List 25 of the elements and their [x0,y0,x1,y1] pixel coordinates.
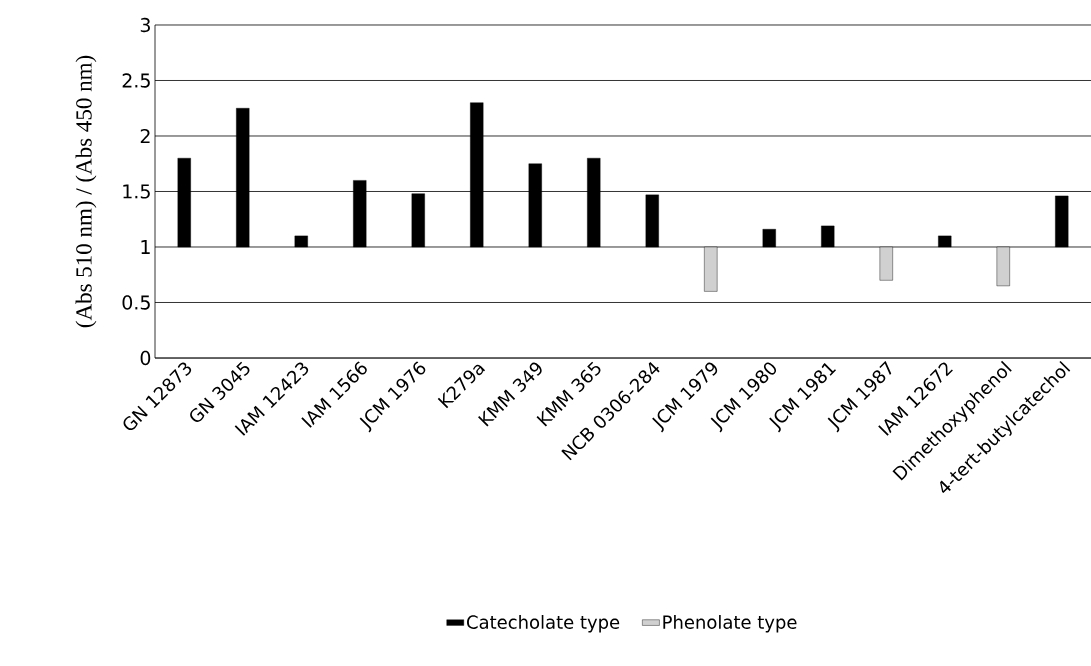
y-tick-label: 2.5 [122,73,150,88]
y-tick-label: 1.5 [123,184,150,199]
bar [411,193,425,248]
bar [177,158,191,248]
bar [996,246,1010,287]
y-tick-label: 1 [141,240,150,254]
y-tick-label: 2 [140,128,150,144]
bar [704,246,718,292]
bar [587,158,601,248]
bar [1055,195,1069,248]
bar [528,163,542,248]
legend-label: Phenolate type [663,615,797,633]
bar [294,235,308,248]
bar [645,194,659,248]
bar [236,108,250,248]
y-tick-label: 3 [140,17,150,33]
y-axis-title: (Abs 510 nm) / (Abs 450 nm) [75,55,97,328]
bar [821,225,835,248]
bar [470,102,484,248]
legend-label: Catecholate type [467,615,620,633]
y-tick-label: 0.5 [122,295,150,310]
bar [879,246,893,281]
bar [938,235,952,248]
bar [353,180,367,248]
bar [762,229,776,248]
